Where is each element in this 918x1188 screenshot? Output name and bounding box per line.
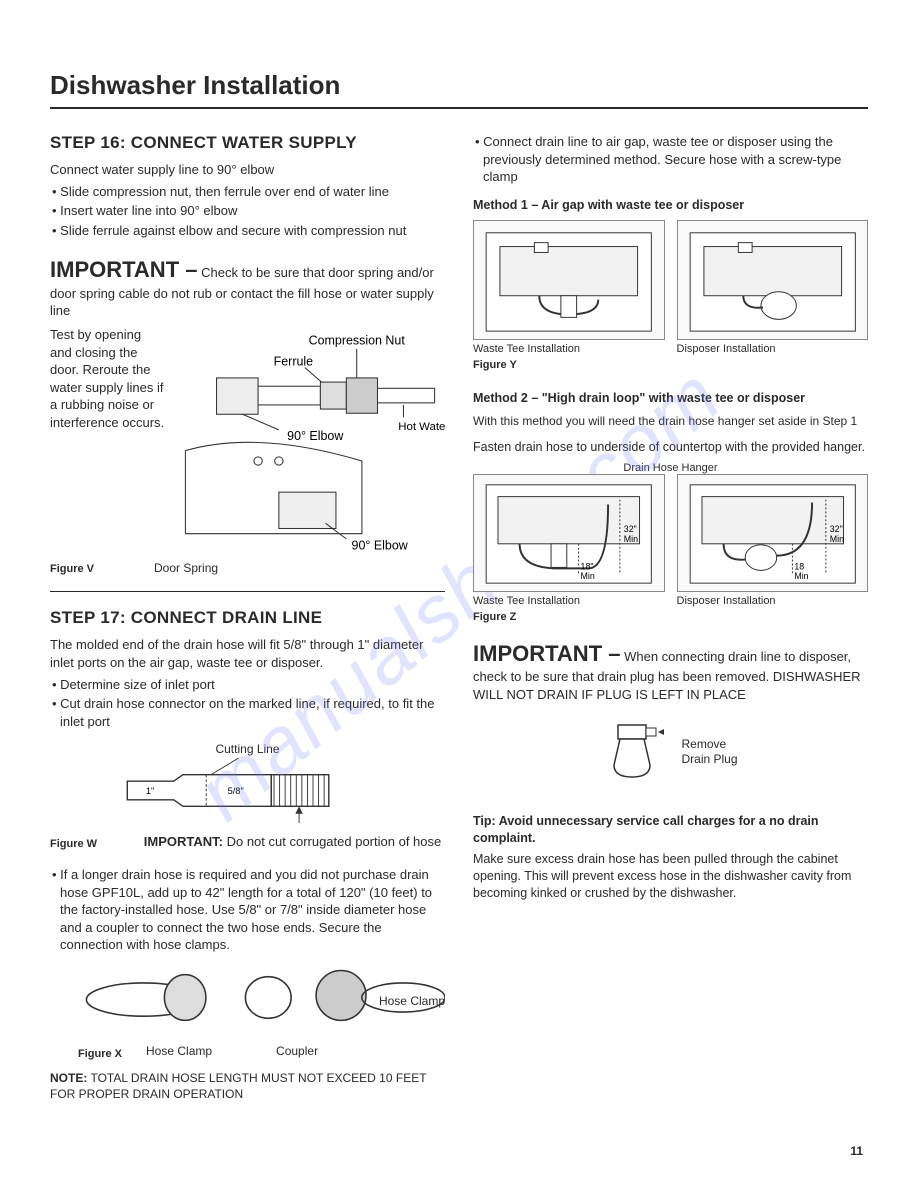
svg-text:Min: Min [794, 571, 808, 581]
step16-bullet-2: Insert water line into 90° elbow [50, 202, 445, 220]
note-label: NOTE: [50, 1071, 87, 1085]
longer-hose-text: If a longer drain hose is required and y… [50, 866, 445, 954]
drain-plug-fig: Remove Drain Plug [473, 717, 868, 787]
figX-area: Hose Clamp [50, 958, 445, 1044]
page-number: 11 [850, 1144, 863, 1158]
hanger-label: Drain Hose Hanger [473, 462, 868, 474]
figZ-right: 18 Min 32" Min Disposer Installation [677, 474, 869, 607]
note-text: TOTAL DRAIN HOSE LENGTH MUST NOT EXCEED … [50, 1071, 426, 1101]
page-title: Dishwasher Installation [50, 70, 868, 109]
figY-right-box [677, 220, 869, 340]
figY-left-label: Waste Tee Installation [473, 343, 665, 355]
figV-wrap: Test by opening and closing the door. Re… [50, 326, 445, 559]
step17-bullet-2: Cut drain hose connector on the marked l… [50, 695, 445, 730]
figY-left-box [473, 220, 665, 340]
figW-important-text: Do not cut corrugated portion of hose [227, 834, 442, 849]
figW-important-label: IMPORTANT: [144, 834, 223, 849]
figV-caption-row: Figure V Door Spring [50, 559, 445, 575]
svg-text:Min: Min [829, 534, 843, 544]
method1-heading: Method 1 – Air gap with waste tee or dis… [473, 198, 868, 212]
step16-heading: STEP 16: CONNECT WATER SUPPLY [50, 133, 445, 153]
figZ-right-label: Disposer Installation [677, 595, 869, 607]
figZ-pair: 18" Min 32" Min Waste Tee Installation [473, 474, 868, 607]
figY-left: Waste Tee Installation [473, 220, 665, 355]
bottom-note: NOTE: TOTAL DRAIN HOSE LENGTH MUST NOT E… [50, 1070, 445, 1102]
important-block-1: IMPORTANT – Check to be sure that door s… [50, 255, 445, 320]
svg-text:1": 1" [145, 786, 153, 796]
important-block-2: IMPORTANT – When connecting drain line t… [473, 639, 868, 704]
figX-hose-clamp-2: Hose Clamp [379, 994, 445, 1008]
method2-sub: With this method you will need the drain… [473, 413, 868, 429]
callout-elbow2: 90° Elbow [352, 538, 409, 552]
figV-diagram-slot: Compression Nut Ferrule Hot Water Supply… [175, 326, 445, 559]
svg-text:18": 18" [581, 561, 594, 571]
figV-caption: Figure V [50, 563, 94, 575]
figV-svg: Compression Nut Ferrule Hot Water Supply… [175, 326, 445, 554]
figY-right: Disposer Installation [677, 220, 869, 355]
svg-text:32": 32" [624, 524, 637, 534]
step16-bullet-1: Slide compression nut, then ferrule over… [50, 183, 445, 201]
left-column: STEP 16: CONNECT WATER SUPPLY Connect wa… [50, 133, 445, 1102]
step17-bullet-1: Determine size of inlet port [50, 676, 445, 694]
right-top-bullet: Connect drain line to air gap, waste tee… [473, 133, 868, 186]
svg-text:Min: Min [581, 571, 595, 581]
two-column-layout: STEP 16: CONNECT WATER SUPPLY Connect wa… [50, 133, 868, 1102]
figZ-left-box: 18" Min 32" Min [473, 474, 665, 592]
svg-text:32": 32" [829, 524, 842, 534]
figZ-caption: Figure Z [473, 611, 868, 623]
tip-text: Make sure excess drain hose has been pul… [473, 851, 868, 902]
figW-important: IMPORTANT: Do not cut corrugated portion… [140, 834, 445, 849]
step16-bullet-3: Slide ferrule against elbow and secure w… [50, 222, 445, 240]
callout-ferrule: Ferrule [274, 354, 314, 368]
drain-plug-label: Remove Drain Plug [682, 737, 742, 768]
svg-text:Min: Min [624, 534, 638, 544]
callout-compression-nut: Compression Nut [309, 334, 406, 348]
drain-plug-svg [600, 717, 670, 787]
figW-svg: 1" 5/8" [118, 758, 378, 823]
figX-caption: Figure X [78, 1048, 122, 1060]
step17-intro: The molded end of the drain hose will fi… [50, 636, 445, 671]
figW-area: Cutting Line 1" 5/8" [50, 742, 445, 828]
svg-text:5/8": 5/8" [227, 786, 243, 796]
important-label-2: IMPORTANT – [473, 641, 620, 666]
step16-intro: Connect water supply line to 90° elbow [50, 161, 445, 179]
figW-caption-row: Figure W IMPORTANT: Do not cut corrugate… [50, 834, 445, 850]
cutting-line-label: Cutting Line [50, 742, 445, 756]
figW-caption: Figure W [50, 838, 120, 850]
figY-right-label: Disposer Installation [677, 343, 869, 355]
figZ-left-label: Waste Tee Installation [473, 595, 665, 607]
figY-pair: Waste Tee Installation Disposer Installa… [473, 220, 868, 355]
callout-elbow1: 90° Elbow [287, 429, 344, 443]
svg-text:18: 18 [794, 561, 804, 571]
figY-caption: Figure Y [473, 359, 868, 371]
step17-heading: STEP 17: CONNECT DRAIN LINE [50, 608, 445, 628]
important-label-1: IMPORTANT – [50, 257, 197, 282]
tip-heading: Tip: Avoid unnecessary service call char… [473, 813, 868, 847]
method2-fasten: Fasten drain hose to underside of counte… [473, 439, 868, 456]
important-text-1b: Test by opening and closing the door. Re… [50, 326, 165, 559]
right-column: Connect drain line to air gap, waste tee… [473, 133, 868, 1102]
figZ-right-box: 18 Min 32" Min [677, 474, 869, 592]
figZ-left: 18" Min 32" Min Waste Tee Installation [473, 474, 665, 607]
callout-door-spring: Door Spring [154, 561, 218, 575]
method2-heading: Method 2 – "High drain loop" with waste … [473, 391, 868, 405]
callout-hot-water: Hot Water Supply Line [398, 421, 445, 433]
divider-1 [50, 591, 445, 592]
